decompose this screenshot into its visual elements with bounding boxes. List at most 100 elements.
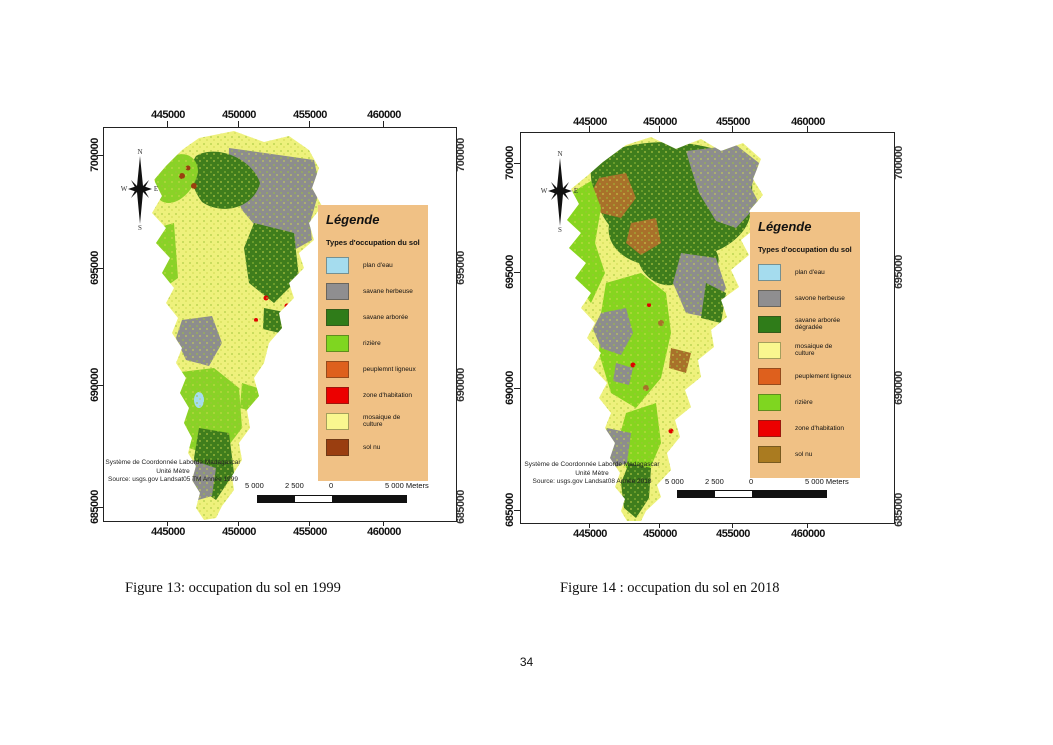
legend-subtitle: Types d'occupation du sol xyxy=(758,245,852,254)
legend-swatch xyxy=(758,289,781,307)
legend-item: sol nu xyxy=(326,438,420,456)
y-axis-label: 685000 xyxy=(456,490,465,524)
svg-text:W: W xyxy=(541,187,548,195)
landcover-map-2018 xyxy=(567,137,763,521)
x-axis-label: 450000 xyxy=(222,526,256,538)
legend-item: savone herbeuse xyxy=(758,289,852,307)
legend-label: mosaique de culture xyxy=(795,343,833,357)
legend-swatch xyxy=(758,367,781,385)
x-axis-label: 445000 xyxy=(151,526,185,538)
legend-item: plan d'eau xyxy=(758,263,852,281)
axis-tick xyxy=(807,522,808,528)
legend-item: rizière xyxy=(326,334,420,352)
x-axis-label: 460000 xyxy=(367,109,401,121)
credit-line: Système de Coordonnée Laborde Madagascar xyxy=(524,461,660,468)
axis-tick xyxy=(514,388,520,389)
x-axis-label: 450000 xyxy=(222,109,256,121)
scalebar-value: 0 xyxy=(329,481,334,490)
axis-tick xyxy=(514,510,520,511)
legend-label: rizière xyxy=(363,339,381,347)
legend-item: savane arborée xyxy=(326,308,420,326)
legend-swatch xyxy=(758,315,781,333)
svg-text:N: N xyxy=(137,148,142,156)
credit-line: Unité Mètre xyxy=(156,467,190,475)
credit-line: Source: usgs.gov Landsat05 TM Année 1999 xyxy=(108,476,238,483)
y-axis-label: 690000 xyxy=(894,371,903,405)
axis-tick xyxy=(659,522,660,528)
scalebar-value: 5 000 Meters xyxy=(805,477,849,486)
scalebar-labels: 5 000 2 500 0 5 000 Meters xyxy=(665,477,849,487)
legend-swatch xyxy=(326,386,349,404)
axis-tick xyxy=(97,155,103,156)
scalebar-segment xyxy=(332,496,406,502)
compass-rose-icon: N S W E xyxy=(121,148,158,232)
legend-label: plan d'eau xyxy=(795,268,825,276)
axis-tick xyxy=(97,268,103,269)
axis-tick xyxy=(238,121,239,127)
legend-label: mosaique de culture xyxy=(363,414,401,428)
scalebar-value: 0 xyxy=(749,477,754,486)
compass-rose-icon: N S W E xyxy=(541,150,578,234)
legend-title: Légende xyxy=(758,219,812,234)
legend-label: savane herbeuse xyxy=(363,287,413,295)
legend-item: plan d'eau xyxy=(326,256,420,274)
credit-line: Unité Mètre xyxy=(575,469,609,477)
scalebar xyxy=(677,490,827,498)
legend-item: zone d'habitation xyxy=(758,419,852,437)
svg-text:E: E xyxy=(154,185,158,193)
legend-label: zone d'habitation xyxy=(795,424,844,432)
x-axis-label: 460000 xyxy=(791,116,825,128)
x-axis-label: 460000 xyxy=(791,528,825,540)
figure-13-caption: Figure 13: occupation du sol en 1999 xyxy=(125,580,341,596)
axis-tick xyxy=(383,520,384,526)
scalebar xyxy=(257,495,407,503)
legend-label: sol nu xyxy=(795,450,813,458)
legend-item: peuplemnt ligneux xyxy=(326,360,420,378)
x-axis-label: 460000 xyxy=(367,526,401,538)
axis-tick xyxy=(167,520,168,526)
legend-swatch xyxy=(758,393,781,411)
y-axis-label: 695000 xyxy=(894,255,903,289)
axis-tick xyxy=(732,522,733,528)
axis-tick xyxy=(383,121,384,127)
scalebar-segment xyxy=(295,496,332,502)
landcover-map-1999 xyxy=(152,131,322,520)
x-axis-label: 445000 xyxy=(573,116,607,128)
y-axis-label: 690000 xyxy=(456,368,465,402)
y-axis-label: 685000 xyxy=(894,493,903,527)
scalebar-value: 5 000 Meters xyxy=(385,481,429,490)
svg-text:W: W xyxy=(121,185,128,193)
scalebar-value: 5 000 xyxy=(665,477,684,486)
legend-label: sol nu xyxy=(363,443,381,451)
legend-label: savane arborée xyxy=(363,313,409,321)
legend-label: peuplemnt ligneux xyxy=(363,365,416,373)
legend-swatch xyxy=(758,419,781,437)
svg-text:S: S xyxy=(138,224,142,232)
figure-14-caption: Figure 14 : occupation du sol en 2018 xyxy=(560,580,780,596)
legend-item: sol nu xyxy=(758,445,852,463)
legend-swatch xyxy=(326,334,349,352)
clipped-y-axis-labels: 700000 695000 690000 685000 xyxy=(894,132,903,532)
legend-2018: Légende Types d'occupation du sol plan d… xyxy=(750,212,860,478)
legend-item: rizière xyxy=(758,393,852,411)
legend-swatch xyxy=(326,412,349,430)
legend-swatch xyxy=(326,282,349,300)
scalebar-value: 2 500 xyxy=(285,481,304,490)
axis-tick xyxy=(167,121,168,127)
legend-label: savane arborée dégradée xyxy=(795,317,841,331)
axis-tick xyxy=(514,272,520,273)
legend-item: savane herbeuse xyxy=(326,282,420,300)
axis-tick xyxy=(589,522,590,528)
legend-1999: Légende Types d'occupation du sol plan d… xyxy=(318,205,428,481)
scalebar-labels: 5 000 2 500 0 5 000 Meters xyxy=(245,481,429,491)
legend-item: mosaique de culture xyxy=(326,412,420,430)
legend-swatch xyxy=(758,263,781,281)
axis-tick xyxy=(238,520,239,526)
scalebar-segment xyxy=(258,496,295,502)
scalebar-value: 2 500 xyxy=(705,477,724,486)
credit-line: Source: usgs.gov Landsat08 Année 2018 xyxy=(532,478,652,485)
legend-swatch xyxy=(326,438,349,456)
x-axis-label: 455000 xyxy=(293,109,327,121)
x-axis-label: 455000 xyxy=(716,116,750,128)
